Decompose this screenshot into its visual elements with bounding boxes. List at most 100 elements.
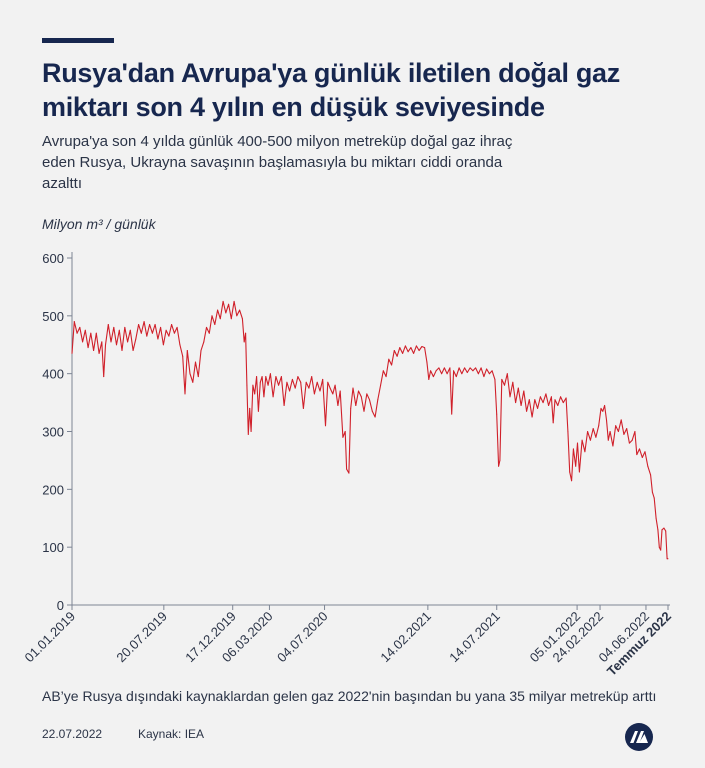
data-point [200, 350, 202, 351]
data-point [254, 393, 256, 395]
data-point [491, 370, 493, 372]
data-point [552, 422, 554, 424]
data-point [575, 465, 577, 467]
data-point [617, 431, 619, 432]
data-point [660, 549, 662, 551]
data-point [441, 373, 443, 375]
data-point [302, 407, 304, 409]
data-point [418, 350, 420, 351]
data-point [453, 370, 455, 372]
data-point [219, 318, 221, 320]
data-point [222, 300, 224, 302]
data-point [203, 341, 205, 343]
data-point [344, 431, 346, 432]
data-point [135, 338, 137, 340]
y-tick-label: 300 [42, 425, 64, 440]
data-point [291, 378, 293, 380]
data-point [469, 367, 471, 369]
data-point [192, 381, 194, 383]
data-point [325, 425, 326, 427]
data-point [374, 416, 376, 418]
data-point [488, 373, 490, 375]
data-point [319, 390, 321, 392]
data-point [609, 431, 611, 432]
data-point [424, 347, 426, 349]
data-point [184, 393, 186, 395]
data-point [90, 332, 92, 334]
data-point [217, 309, 219, 311]
data-point [107, 324, 109, 325]
data-point [308, 387, 310, 389]
data-point [426, 361, 428, 363]
data-point [360, 396, 362, 398]
data-point [461, 373, 463, 375]
header-accent-bar [42, 38, 114, 43]
data-point [498, 465, 500, 467]
data-point [230, 318, 232, 320]
data-point [124, 326, 126, 328]
data-point [380, 384, 382, 386]
data-point [355, 405, 357, 406]
data-point [626, 428, 628, 430]
data-point [615, 425, 617, 427]
data-point [557, 405, 559, 406]
data-point [300, 381, 302, 383]
data-point [257, 410, 259, 412]
data-point [655, 517, 657, 519]
data-point [316, 381, 318, 383]
data-point [206, 326, 207, 328]
data-point [539, 396, 541, 398]
data-point [98, 352, 100, 354]
data-point [393, 350, 395, 351]
data-point [523, 390, 525, 392]
data-point [337, 405, 339, 406]
data-point [239, 309, 241, 311]
data-point [517, 387, 519, 389]
data-point [110, 341, 112, 343]
data-point [592, 428, 594, 430]
data-point [562, 402, 564, 404]
data-point [571, 480, 573, 482]
data-point [249, 407, 251, 409]
data-point [132, 350, 134, 351]
data-point [477, 373, 479, 375]
data-point [233, 300, 235, 302]
data-point [385, 376, 387, 378]
data-point [475, 367, 477, 369]
data-point [95, 332, 97, 334]
data-point [598, 425, 600, 427]
gas-flow-line-chart: 0 100 200 300 400 500 600 01.01.2019 20.07.2019… [21, 251, 674, 679]
data-point [572, 448, 574, 450]
x-axis: 01.01.2019 20.07.2019 17.12.201906.03.2020… [21, 604, 674, 679]
data-point [428, 378, 430, 380]
data-point [176, 326, 178, 328]
data-point [388, 358, 390, 360]
data-point [501, 378, 503, 380]
data-point [352, 387, 354, 389]
data-point [451, 413, 453, 415]
data-point [143, 321, 145, 323]
data-point [313, 393, 315, 395]
data-point [197, 376, 199, 378]
data-point [577, 442, 578, 444]
x-tick-label: 14.02.2021 [377, 609, 434, 666]
data-point [404, 345, 406, 347]
data-point [604, 405, 606, 406]
data-point [84, 329, 86, 331]
footnote: AB’ye Rusya dışındaki kaynaklardan gelen… [42, 688, 657, 704]
data-point [665, 530, 667, 532]
data-point [396, 355, 398, 357]
x-tick-label: 04.07.2020 [274, 609, 331, 666]
data-point [101, 341, 103, 343]
data-point [631, 439, 633, 441]
y-tick-label: 0 [57, 598, 64, 613]
data-point [329, 387, 331, 389]
data-point [407, 351, 409, 353]
x-tick-label: 14.07.2021 [446, 609, 503, 666]
data-point [499, 459, 501, 461]
data-point [327, 381, 329, 383]
data-point [464, 367, 466, 369]
data-point [486, 368, 488, 370]
data-point [548, 405, 550, 406]
data-point [496, 413, 498, 415]
